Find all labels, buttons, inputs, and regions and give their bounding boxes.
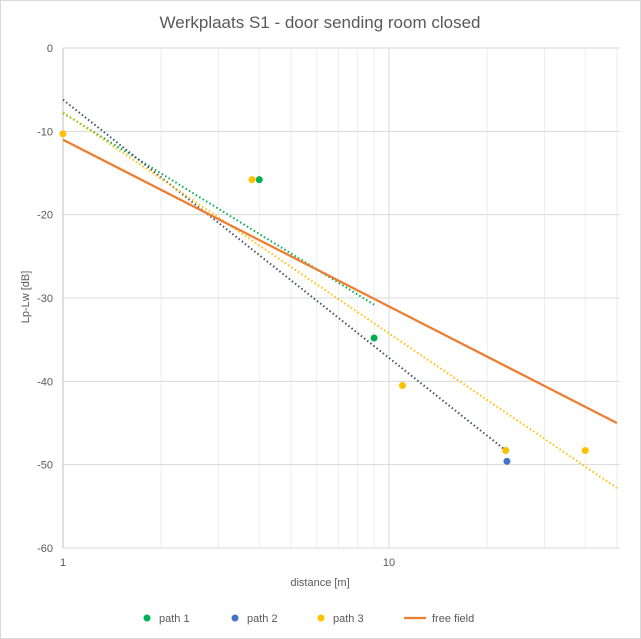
data-point-path-2	[503, 457, 511, 465]
y-tick-label: -40	[37, 376, 53, 388]
y-tick-label: -10	[37, 126, 53, 138]
data-point-path-1	[370, 334, 378, 342]
legend-label: free field	[432, 613, 474, 625]
x-tick-label: 1	[60, 557, 66, 569]
y-tick-label: -20	[37, 210, 53, 222]
legend-item: path 1	[143, 613, 190, 625]
data-point-path-3	[502, 447, 510, 454]
data-point-path-3	[398, 382, 406, 389]
data-point-path-3	[248, 176, 256, 184]
x-axis-title: distance [m]	[290, 577, 349, 589]
data-point-path-3	[581, 447, 589, 454]
y-tick-label: -60	[37, 543, 53, 555]
data-point-path-3	[59, 130, 67, 138]
data-point-path-1	[255, 176, 263, 184]
legend-label: path 1	[159, 613, 190, 625]
legend-item: path 3	[317, 613, 364, 625]
y-tick-label: 0	[47, 43, 53, 55]
legend-label: path 2	[247, 613, 278, 625]
y-tick-label: -50	[37, 460, 53, 472]
chart-title: Werkplaats S1 - door sending room closed	[160, 13, 481, 32]
legend: path 1 path 2 path 3 free field	[143, 613, 474, 625]
x-tick-label: 10	[383, 557, 395, 569]
legend-marker-dot	[143, 614, 151, 622]
y-tick-label: -30	[37, 293, 53, 305]
series-layer	[59, 98, 618, 489]
legend-label: path 3	[333, 613, 364, 625]
series-line-free-field	[62, 138, 618, 425]
legend-marker-dot	[317, 614, 325, 622]
grid-layer	[63, 47, 620, 549]
legend-marker-dot	[231, 614, 239, 622]
legend-item: free field	[404, 613, 474, 625]
y-axis-title: Lp-Lw [dB]	[20, 271, 32, 324]
legend-item: path 2	[231, 613, 278, 625]
